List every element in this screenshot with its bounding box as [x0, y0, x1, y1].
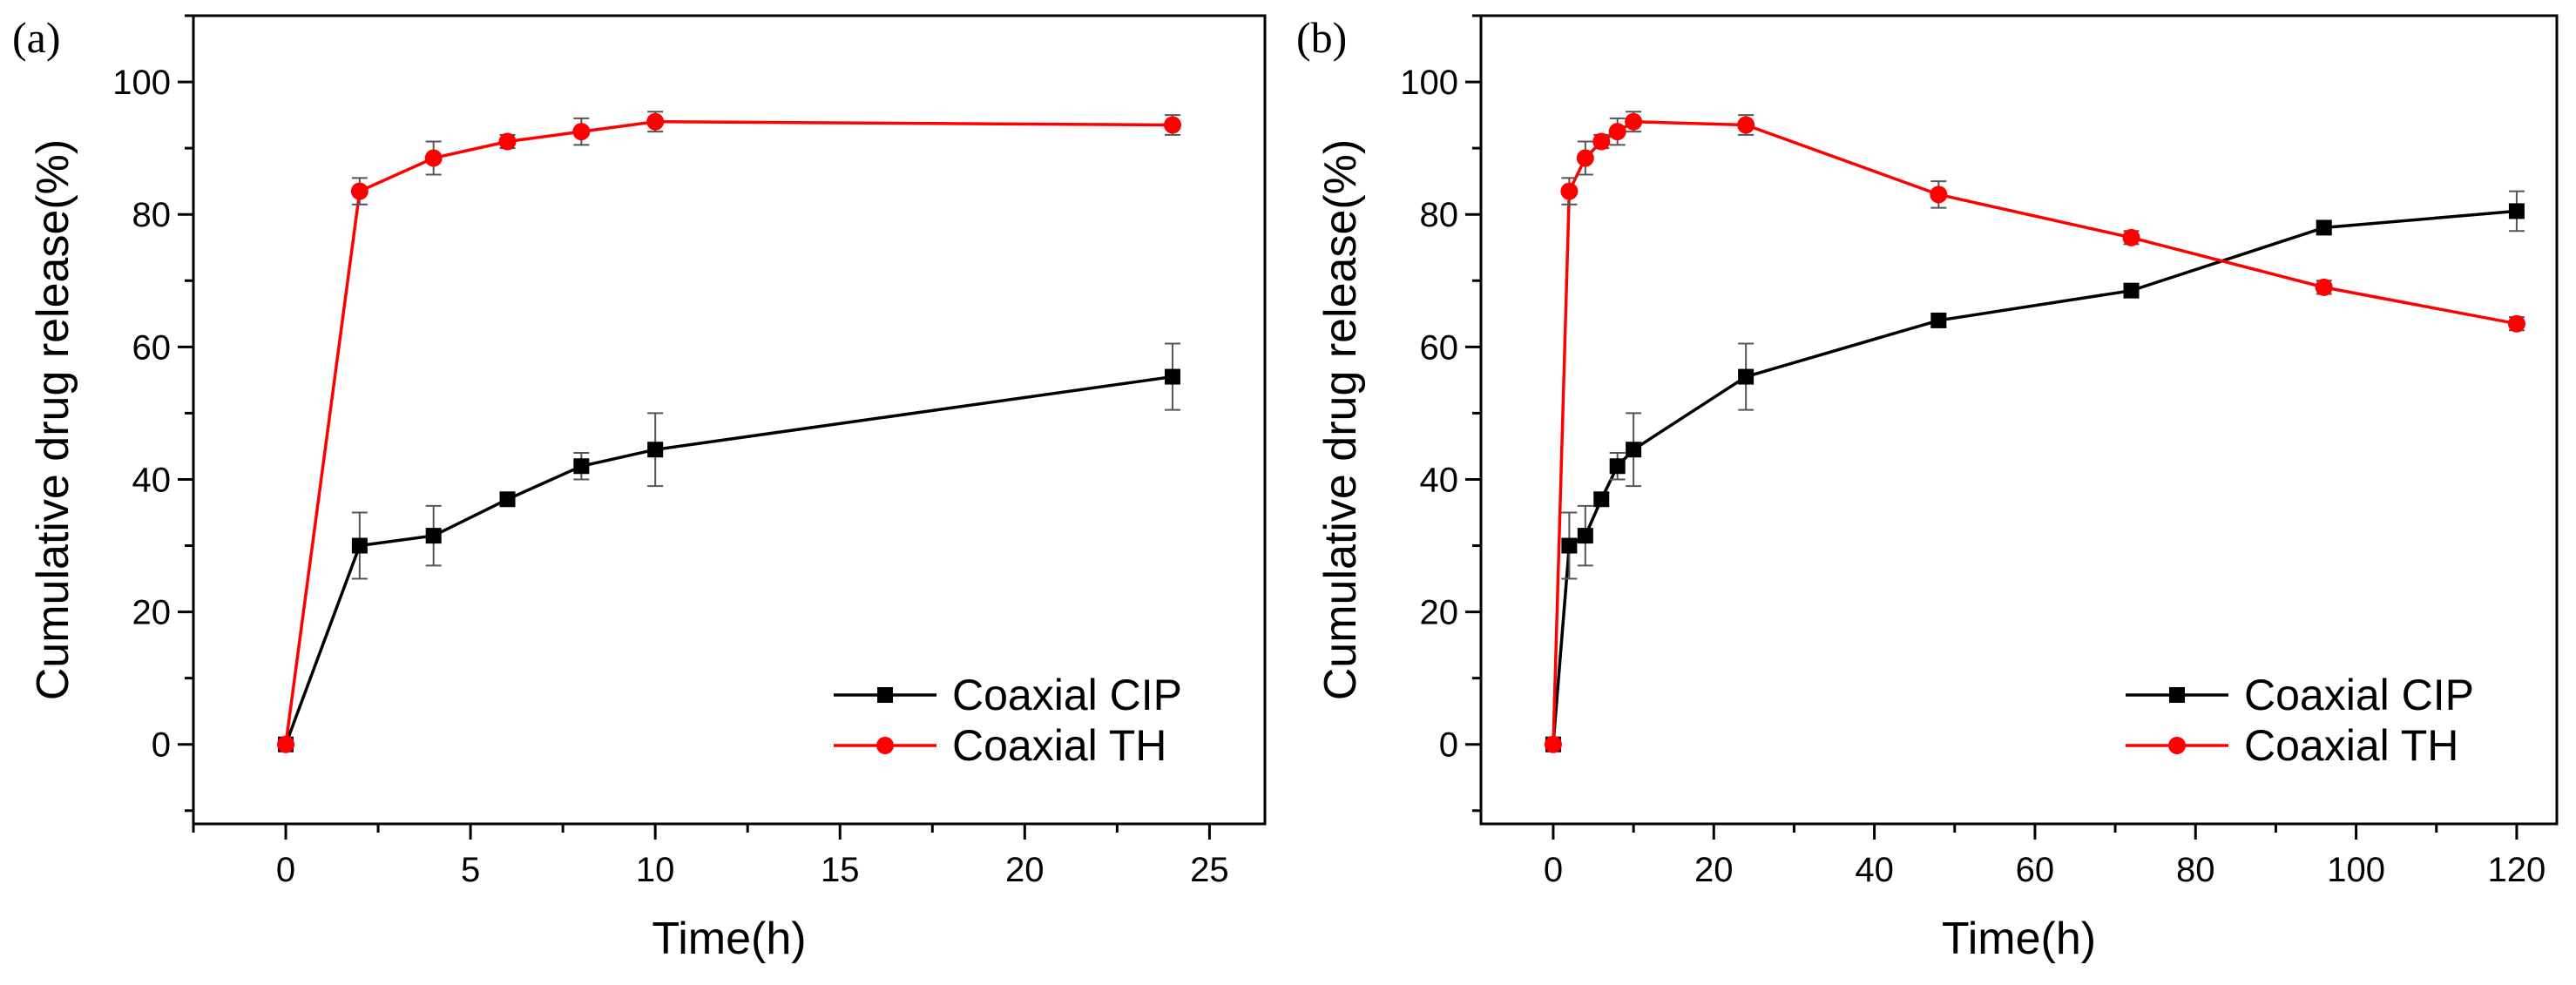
data-point: [1164, 368, 1180, 385]
data-point: [498, 132, 517, 151]
series-coaxial-th: [1544, 111, 2525, 753]
data-point: [1163, 116, 1181, 134]
y-tick-label: 40: [1420, 461, 1459, 499]
y-tick-label: 20: [132, 594, 172, 632]
data-point: [1576, 149, 1594, 167]
data-point: [1738, 368, 1755, 385]
data-point: [425, 528, 442, 544]
x-axis-label: Time(h): [1942, 914, 2096, 964]
data-point: [277, 735, 295, 753]
legend-item: Coaxial CIP: [834, 671, 1182, 719]
data-point: [646, 112, 665, 131]
series-coaxial-th: [277, 111, 1181, 753]
data-point: [2122, 228, 2140, 246]
data-point: [2123, 282, 2140, 299]
data-point: [2316, 219, 2332, 236]
y-tick-label: 20: [1420, 594, 1459, 632]
y-tick-label: 0: [1439, 726, 1458, 765]
x-tick-label: 120: [2488, 851, 2546, 889]
data-point: [2508, 203, 2525, 219]
x-tick-label: 100: [2327, 851, 2385, 889]
data-point: [572, 123, 591, 141]
x-axis-label: Time(h): [652, 914, 806, 964]
y-tick-label: 100: [112, 64, 171, 102]
panel-label: (b): [1296, 13, 1347, 62]
legend-item: Coaxial TH: [834, 721, 1166, 770]
x-tick-label: 20: [1005, 851, 1045, 889]
legend-label: Coaxial TH: [2244, 721, 2458, 770]
data-point: [1593, 491, 1610, 508]
legend-label: Coaxial CIP: [2244, 671, 2474, 719]
data-point: [1626, 442, 1642, 458]
x-tick-label: 25: [1190, 851, 1229, 889]
data-point: [424, 149, 443, 167]
data-point: [1561, 537, 1578, 554]
y-tick-label: 100: [1400, 64, 1458, 102]
data-point: [573, 458, 590, 475]
legend-label: Coaxial TH: [952, 721, 1166, 770]
data-point: [1930, 312, 1947, 328]
data-point: [2315, 278, 2333, 296]
data-point: [1577, 528, 1593, 544]
data-point: [1608, 123, 1626, 141]
panel-a: 0 5 10 15 20 25 0 20 40 60 80 100 Time(h) Cumulative …: [12, 13, 1267, 964]
data-point: [1625, 112, 1643, 131]
x-tick-label: 0: [276, 851, 295, 889]
data-point: [2507, 314, 2525, 333]
x-tick-label: 10: [636, 851, 675, 889]
x-tick-label: 15: [821, 851, 860, 889]
y-axis-label: Cumulative drug release(%): [28, 139, 78, 701]
y-tick-label: 80: [1420, 196, 1459, 234]
x-tick-label: 40: [1855, 851, 1894, 889]
panel-b: 0 20 40 60 80 100 120 0 20 40 60 80 100 Time(h) Cumula…: [1296, 13, 2559, 964]
plot-frame: [1479, 14, 2559, 826]
data-point: [1930, 186, 1948, 204]
data-point: [1592, 132, 1611, 151]
data-point: [350, 182, 368, 200]
x-tick-label: 5: [461, 851, 480, 889]
y-tick-label: 40: [132, 461, 172, 499]
legend-marker: [876, 737, 894, 754]
data-point: [1560, 182, 1579, 200]
data-point: [647, 442, 664, 458]
y-axis-label: Cumulative drug release(%): [1315, 139, 1366, 701]
x-tick-label: 0: [1544, 851, 1563, 889]
x-tick-label: 60: [2016, 851, 2055, 889]
legend-item: Coaxial TH: [2126, 721, 2458, 770]
data-point: [499, 491, 516, 508]
plot-frame: [192, 14, 1267, 826]
legend-label: Coaxial CIP: [952, 671, 1182, 719]
y-tick-label: 60: [1420, 328, 1459, 367]
data-point: [1737, 116, 1755, 134]
x-tick-label: 80: [2176, 851, 2215, 889]
data-point: [1609, 458, 1626, 475]
series-coaxial-cip: [1545, 190, 2525, 752]
legend-item: Coaxial CIP: [2126, 671, 2474, 719]
legend-marker: [2169, 687, 2185, 703]
legend-marker: [877, 687, 893, 703]
y-tick-label: 0: [152, 726, 171, 765]
data-point: [1544, 735, 1562, 753]
y-tick-label: 80: [132, 196, 172, 234]
panel-label: (a): [12, 13, 61, 62]
legend-marker: [2168, 737, 2186, 754]
y-tick-label: 60: [132, 328, 172, 367]
data-point: [351, 537, 368, 554]
x-tick-label: 20: [1694, 851, 1734, 889]
